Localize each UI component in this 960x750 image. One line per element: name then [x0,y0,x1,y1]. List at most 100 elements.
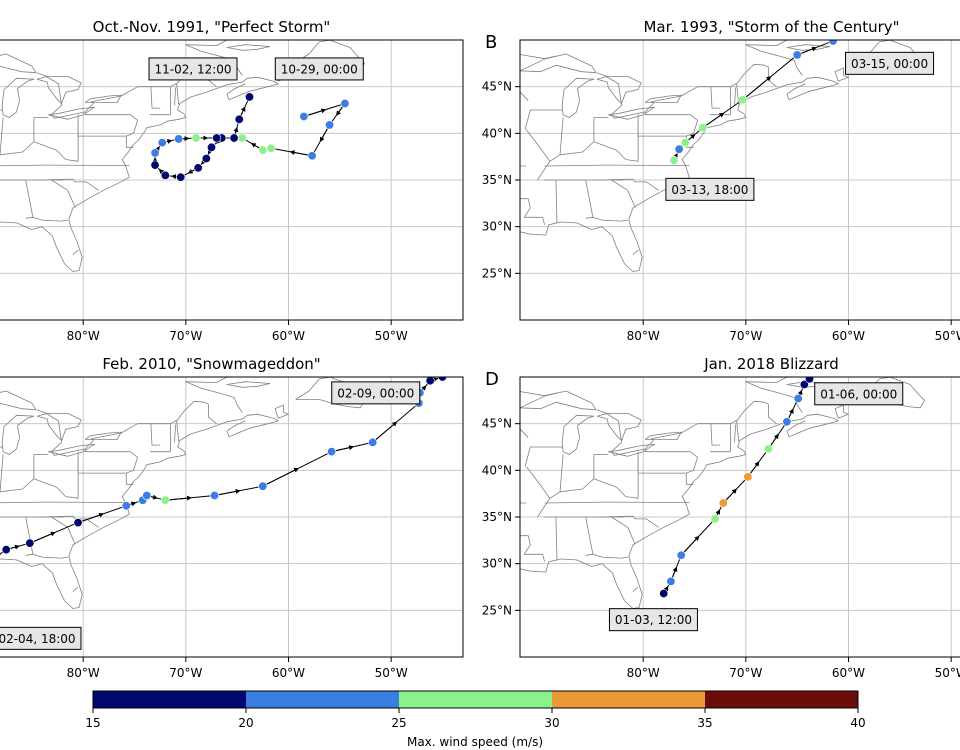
track-point [121,501,131,511]
state-border [51,179,76,208]
colorbar-bin [246,691,399,708]
annotation-box [665,177,755,201]
state-border [0,454,4,492]
track-point [210,491,220,501]
state-border [611,516,636,545]
x-tick-label: 60°W [272,329,305,343]
state-border [33,454,49,479]
state-border [555,179,558,223]
state-border [685,473,694,485]
annotation-box [608,608,698,632]
panel-title: Mar. 1993, "Storm of the Century" [643,18,899,36]
annotation-box [814,382,904,406]
track-point [368,437,378,447]
state-border [524,446,564,467]
state-border [544,164,690,167]
track-point [142,491,152,501]
coastline [632,249,639,255]
y-tick-label: 30°N [482,557,512,571]
track-point [680,138,690,148]
state-border [709,423,731,453]
track-point [258,481,268,491]
coastline [632,586,639,592]
timestamp-annotation: 01-03, 12:00 [608,608,698,632]
state-border [176,83,180,105]
colorbar-frame [92,690,859,709]
state-border [520,391,558,397]
track-point [828,40,838,46]
panel-jan-2018-blizzard: 01-06, 00:00 01-03, 12:00 Jan. 2018 Blizza… [482,355,960,680]
annotation-text: 11-02, 12:00 [154,62,231,76]
annotation-box [331,381,421,405]
state-border [524,553,545,562]
colorbar-tick-label: 15 [85,716,100,730]
track-point [229,133,239,143]
storm-track [659,377,814,599]
annotation-text: 02-04, 18:00 [0,632,76,646]
panel-snowmageddon: 02-09, 00:00 02-04, 18:00 Feb. 2010, "Snow… [0,355,464,680]
lake-outline [596,76,642,104]
state-border [149,423,171,453]
state-border [611,179,636,208]
y-tick-label: 25°N [482,603,512,617]
lake-outline [561,414,595,455]
state-border [36,400,217,456]
state-border [525,466,551,518]
state-border [598,515,659,528]
state-border [709,86,731,116]
y-tick-label: 35°N [482,173,512,187]
x-tick-label: 70°W [729,666,762,680]
coastline [0,413,279,609]
coastline [786,44,831,51]
x-tick-label: 60°W [272,666,305,680]
state-border [150,423,161,446]
track-point [782,417,792,427]
coastline [72,249,79,255]
track-point [193,163,203,173]
colorbar-bin [705,691,858,708]
colorbar-tick-label: 40 [850,716,865,730]
x-tick-label: 70°W [729,329,762,343]
storm-track [669,40,838,165]
track-arrow [372,421,398,443]
track-point [340,98,350,108]
y-tick-label: 40°N [482,126,512,140]
state-border [736,420,740,442]
y-tick-label: 30°N [482,220,512,234]
track-point [327,447,337,457]
timestamp-annotation: 10-29, 00:00 [274,57,364,81]
colorbar-bins [93,691,858,708]
track-point [799,379,809,389]
state-border [51,516,76,545]
track-point [710,514,720,524]
track-point [1,545,11,555]
state-border [710,86,721,109]
track-point [299,112,309,122]
state-border [559,454,564,492]
coastline [745,40,803,76]
lake-outline [596,412,642,441]
annotation-box [148,57,238,81]
panel-frame [0,39,464,321]
panel-title: Feb. 2010, "Snowmageddon" [102,355,320,373]
state-border [25,517,34,555]
timestamp-annotation: 03-13, 18:00 [665,177,755,201]
state-border [33,117,49,142]
state-border [585,216,628,222]
track-point [150,148,160,158]
track-point [73,518,83,528]
state-border [176,420,180,442]
colorbar-label: Max. wind speed (m/s) [407,735,543,749]
y-tick-label: 40°N [482,463,512,477]
track-point [793,393,803,403]
track-point [738,95,748,105]
lake-outline [36,76,82,104]
coastline [834,404,849,419]
track-point [698,123,708,133]
x-tick-label: 80°W [67,666,100,680]
state-border [174,87,176,106]
timestamp-annotation: 01-06, 00:00 [814,382,904,406]
track-point [674,144,684,154]
state-border [734,424,736,443]
